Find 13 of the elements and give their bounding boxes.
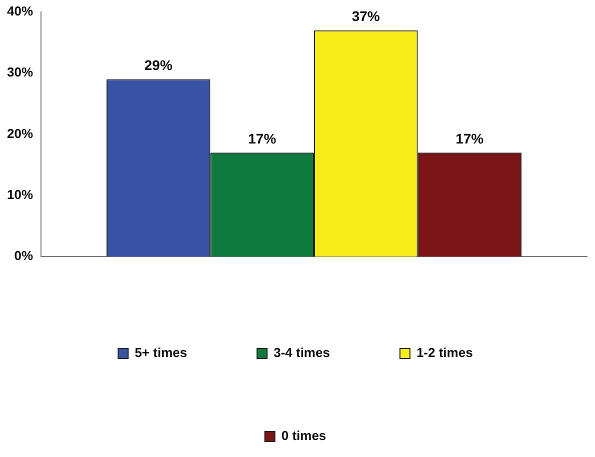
y-tick-label: 40% (6, 4, 34, 19)
legend-label: 1-2 times (416, 345, 473, 360)
legend-label: 0 times (281, 428, 326, 444)
data-label: 17% (248, 130, 277, 147)
legend-label: 5+ times (134, 345, 188, 360)
y-tick-label: 0% (14, 248, 34, 264)
legend-label: 3-4 times (274, 345, 330, 360)
y-tick-label: 20% (6, 126, 34, 141)
y-tick-label: 30% (6, 64, 34, 80)
data-label: 37% (352, 8, 380, 24)
data-label: 29% (144, 57, 173, 74)
y-tick-label: 10% (6, 187, 34, 202)
data-label: 17% (456, 130, 484, 147)
